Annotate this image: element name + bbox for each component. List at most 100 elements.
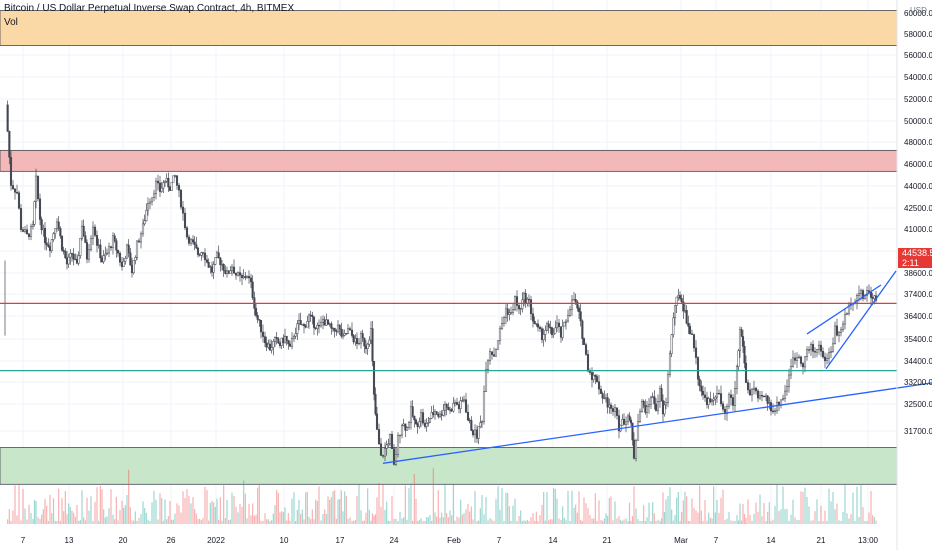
candle-down [9, 157, 13, 186]
volume-bar [178, 505, 180, 524]
candle-up [797, 356, 801, 359]
volume-bar [621, 520, 623, 524]
volume-bar [306, 491, 308, 524]
candle-up [803, 356, 807, 368]
candle-down [99, 244, 102, 259]
candle-up [270, 347, 273, 351]
candle-down [536, 323, 540, 328]
candle-up [438, 413, 442, 417]
price-tick-label: 58000.0 [904, 30, 932, 39]
volume-bar [528, 520, 530, 524]
candle-up [139, 233, 143, 243]
candle-down [470, 420, 473, 431]
candle-down [644, 405, 647, 413]
volume-bar [182, 491, 184, 524]
candle-down [240, 275, 244, 278]
volume-bar [439, 517, 441, 524]
candle-up [805, 349, 809, 358]
candle-down [538, 326, 542, 329]
volume-bar [239, 504, 241, 524]
volume-bar [551, 519, 553, 524]
volume-bar [310, 519, 312, 524]
bar-countdown: 2:11 [902, 258, 919, 268]
candle-up [829, 351, 833, 353]
volume-bar [541, 504, 543, 524]
candle-down [282, 337, 285, 344]
volume-bar [194, 508, 196, 524]
candle-down [244, 276, 247, 278]
volume-bar [272, 513, 274, 524]
volume-bar [266, 519, 268, 524]
volume-bar [693, 507, 695, 524]
volume-bar [487, 520, 489, 524]
candle-up [23, 229, 27, 232]
volume-bar [497, 486, 499, 524]
volume-label: Vol [4, 17, 18, 28]
candle-up [673, 305, 677, 319]
candle-down [705, 397, 709, 405]
candle-down [95, 235, 99, 246]
volume-bar [42, 509, 44, 524]
volume-bar [159, 493, 161, 524]
candle-up [572, 299, 576, 301]
volume-bar [37, 517, 39, 524]
volume-bar [35, 500, 37, 524]
candle-down [492, 354, 496, 357]
volume-bar [600, 520, 602, 524]
volume-bar [709, 517, 711, 524]
candle-down [748, 389, 752, 396]
volume-bar [576, 512, 578, 524]
candle-down [118, 252, 122, 263]
rising-wedge-lower [825, 270, 897, 370]
volume-bar [868, 512, 870, 524]
candle-down [861, 290, 865, 299]
candle-down [455, 402, 459, 405]
candle-up [225, 270, 229, 274]
volume-bar [368, 509, 370, 524]
volume-bar [753, 513, 755, 524]
volume-bar [674, 515, 676, 524]
candle-up [306, 321, 309, 328]
volume-bar [822, 520, 824, 524]
candle-up [396, 435, 400, 455]
candle-up [418, 421, 421, 427]
volume-bar [446, 513, 448, 524]
volume-bar [743, 514, 746, 524]
candle-up [143, 220, 146, 225]
volume-bar [800, 491, 802, 524]
volume-bar [689, 520, 691, 524]
volume-bar [293, 492, 295, 524]
candle-down [130, 264, 134, 274]
volume-bar [117, 520, 119, 524]
volume-bar [537, 520, 539, 524]
volume-bar [162, 520, 164, 524]
volume-bar [264, 513, 266, 524]
volume-bar [209, 502, 211, 524]
candle-down [550, 327, 554, 336]
volume-bar [424, 520, 426, 524]
volume-bar [353, 520, 355, 524]
volume-bar [620, 519, 622, 524]
candle-up [592, 374, 595, 380]
volume-bar [720, 498, 722, 524]
volume-bar [501, 488, 503, 524]
candle-up [636, 421, 640, 441]
candle-up [815, 349, 819, 353]
volume-bar [700, 510, 702, 524]
candle-up [146, 203, 150, 211]
volume-bar [418, 520, 420, 524]
volume-bar [784, 509, 786, 524]
candle-down [72, 253, 75, 260]
volume-bar [339, 499, 341, 524]
candle-down [709, 398, 712, 403]
volume-bar [596, 520, 598, 524]
candle-up [545, 323, 549, 331]
volume-bar [262, 520, 264, 524]
volume-bar [508, 506, 510, 524]
volume-bar [18, 484, 20, 524]
volume-bar [607, 515, 609, 524]
candle-down [70, 253, 74, 255]
candle-up [297, 320, 301, 325]
